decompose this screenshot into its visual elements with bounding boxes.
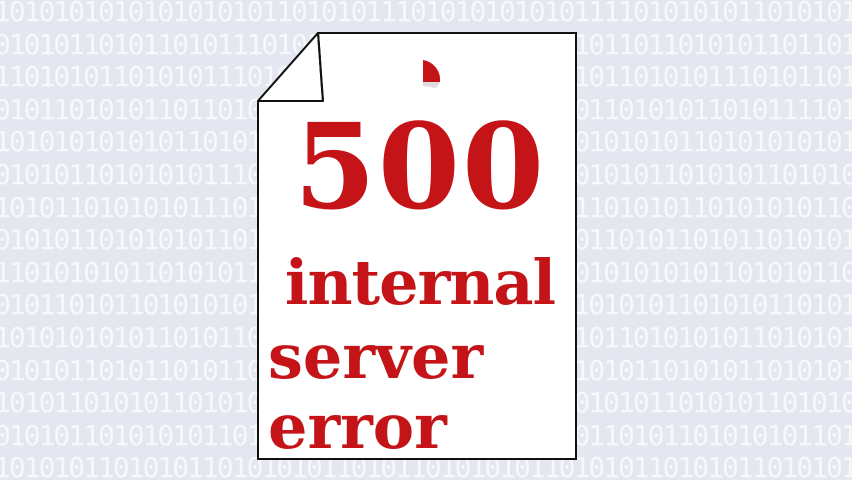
error-message-line-2: server xyxy=(268,320,484,393)
folded-corner-icon xyxy=(257,32,324,102)
error-message-line-1: internal xyxy=(284,246,556,319)
error-message-line-3: error xyxy=(268,390,447,463)
binary-row: 1010101010101010101101010111010101010101… xyxy=(0,0,852,28)
error-code: 500 xyxy=(293,97,547,236)
pin-icon xyxy=(423,60,441,82)
